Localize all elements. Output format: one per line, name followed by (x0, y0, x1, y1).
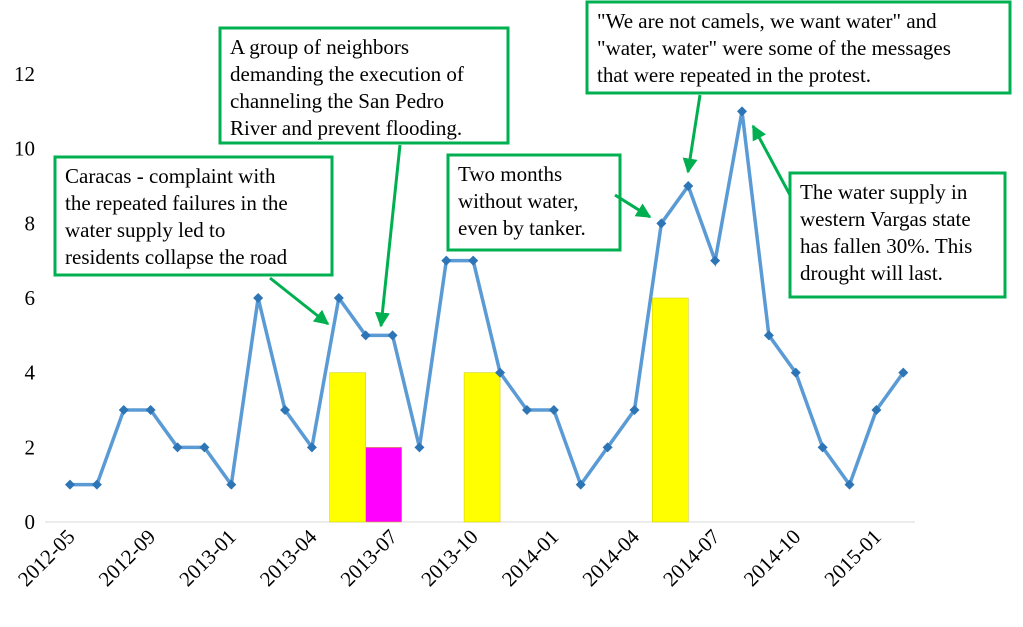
x-tick-label: 2012-09 (94, 525, 160, 591)
arrow (751, 124, 792, 196)
annotation-box (788, 171, 1007, 299)
annotation-box (53, 155, 334, 277)
x-tick-label: 2014-01 (497, 525, 563, 591)
marker (817, 442, 828, 453)
annotation-text: "We are not camels, we want water" and (597, 9, 937, 33)
annotation-text: the repeated failures in the (65, 191, 288, 215)
x-tick-label: 2013-01 (174, 525, 240, 591)
y-tick-label: 0 (25, 510, 36, 534)
marker (280, 405, 291, 415)
marker (414, 442, 425, 453)
annotation-text: demanding the execution of (230, 62, 464, 86)
annotation-text: The water supply in (800, 180, 968, 204)
x-tick-label: 2013-04 (255, 524, 322, 591)
annotation-text: water supply led to (65, 218, 225, 242)
annotation-text: channeling the San Pedro (230, 89, 444, 113)
marker (495, 367, 506, 378)
marker (91, 479, 102, 490)
marker (710, 255, 721, 266)
x-tick-label: 2012-05 (13, 525, 79, 591)
annotation-text: residents collapse the road (65, 245, 288, 269)
annotation-text: even by tanker. (458, 216, 586, 240)
marker (441, 255, 452, 266)
annotation-text: A group of neighbors (230, 35, 409, 59)
marker (65, 479, 75, 490)
arrow (682, 94, 702, 174)
bar (651, 297, 689, 523)
line (70, 111, 905, 490)
annotation-text: Two months (458, 162, 562, 186)
arrow (374, 144, 402, 328)
marker (118, 405, 129, 415)
marker (683, 181, 694, 191)
marker (226, 479, 237, 490)
annotation-text: River and prevent flooding. (230, 116, 462, 140)
annotation-text: western Vargas state (800, 207, 971, 231)
marker (575, 479, 586, 490)
annotation-text: without water, (458, 189, 578, 213)
bar (463, 372, 501, 523)
x-tick-label: 2014-07 (658, 525, 724, 591)
bar (365, 447, 402, 523)
annotation-box (218, 26, 510, 145)
marker (790, 367, 801, 378)
y-tick-label: 8 (25, 211, 36, 235)
marker (360, 330, 371, 341)
x-tick-label: 2014-10 (739, 525, 805, 591)
marker (172, 442, 183, 453)
arrows (269, 94, 792, 328)
annotation-text: "water, water" were some of the messages (597, 36, 951, 60)
x-tick-label: 2015-01 (819, 525, 885, 591)
marker (871, 405, 882, 415)
marker (306, 442, 317, 453)
marker (253, 293, 264, 303)
arrow (614, 193, 652, 219)
annotation-text: Caracas - complaint with (65, 164, 276, 188)
y-tick-label: 12 (14, 62, 35, 86)
annotation-box (585, 0, 1012, 95)
marker (387, 330, 398, 341)
y-tick-label: 6 (25, 286, 36, 310)
annotation-box (446, 153, 622, 252)
marker (602, 442, 613, 453)
annotation-text: that were repeated in the protest. (597, 63, 871, 87)
marker (656, 218, 667, 229)
annotation-text: has fallen 30%. This (800, 234, 972, 258)
marker (844, 479, 855, 490)
x-tick-label: 2013-10 (416, 525, 482, 591)
arrow (269, 276, 330, 326)
bar (329, 372, 366, 523)
annotation-text: drought will last. (800, 261, 943, 285)
marker (548, 405, 559, 415)
marker (629, 405, 640, 415)
x-tick-label: 2013-07 (336, 525, 402, 591)
marker (199, 442, 210, 453)
marker (333, 293, 344, 303)
y-tick-label: 4 (25, 361, 36, 385)
marker (763, 330, 774, 341)
marker (145, 405, 156, 415)
x-tick-label: 2014-04 (578, 524, 645, 591)
marker (468, 255, 479, 266)
y-tick-label: 2 (25, 435, 36, 459)
marker (521, 405, 532, 415)
y-tick-label: 10 (14, 137, 35, 161)
marker (898, 367, 909, 378)
marker (737, 106, 747, 117)
